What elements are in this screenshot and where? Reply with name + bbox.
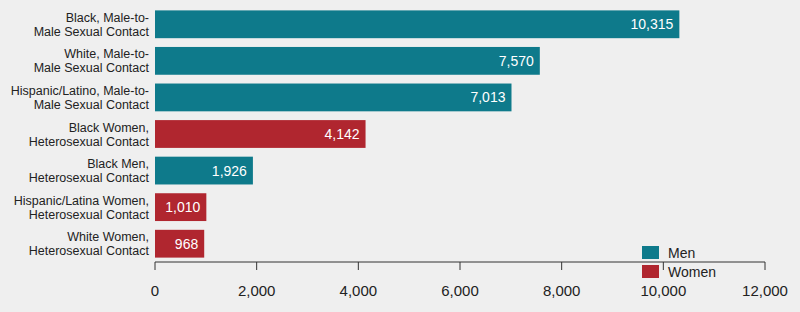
category-label-line: Black Women,: [69, 121, 149, 135]
x-tick: [561, 262, 562, 270]
legend-label: Women: [668, 264, 716, 280]
category-label: White Women,Heterosexual Contact: [29, 230, 150, 258]
bars: [155, 10, 679, 257]
data-labels: 10,315 7,570 7,013 1,926 4,142 1,010 968: [165, 16, 673, 251]
legend-swatch: [642, 265, 659, 278]
x-tick: [155, 262, 156, 270]
bar: [155, 47, 540, 75]
data-label: 7,013: [470, 89, 505, 105]
x-tick: [358, 262, 359, 270]
category-label-line: Male Sexual Contact: [34, 98, 150, 112]
data-label: 10,315: [631, 16, 674, 32]
data-label: 7,570: [499, 53, 534, 69]
category-label-line: Black, Male-to-: [66, 11, 149, 25]
category-label-line: Male Sexual Contact: [34, 61, 150, 75]
x-tick-label: 10,000: [640, 282, 686, 299]
category-label: Hispanic/Latino, Male-to-Male Sexual Con…: [11, 84, 150, 112]
category-label: White, Male-to-Male Sexual Contact: [34, 47, 150, 75]
category-label-line: Heterosexual Contact: [29, 135, 150, 149]
x-tick-label: 0: [151, 282, 159, 299]
x-tick-label: 6,000: [441, 282, 479, 299]
data-label: 1,010: [165, 199, 200, 215]
bar: [155, 84, 511, 112]
chart: 10,315 7,570 7,013 1,926 4,142 1,010 968 Black,…: [0, 0, 800, 312]
bar: [155, 230, 204, 258]
legend-swatch: [642, 246, 659, 259]
legend-label: Men: [668, 245, 695, 261]
category-label-line: Heterosexual Contact: [29, 208, 150, 222]
x-tick-label: 12,000: [742, 282, 788, 299]
legend: Men Women: [642, 245, 716, 280]
x-tick-label: 8,000: [543, 282, 581, 299]
x-tick: [765, 262, 766, 270]
category-label-line: Hispanic/Latina Women,: [14, 194, 149, 208]
x-tick: [460, 262, 461, 270]
x-tick-label: 4,000: [340, 282, 378, 299]
category-label-line: Heterosexual Contact: [29, 244, 150, 258]
category-label: Black Men,Heterosexual Contact: [29, 157, 150, 185]
x-tick: [256, 262, 257, 270]
category-label-line: White Women,: [67, 230, 149, 244]
category-label: Hispanic/Latina Women,Heterosexual Conta…: [14, 194, 150, 222]
data-label: 1,926: [212, 163, 247, 179]
bar: [155, 193, 206, 221]
category-label-line: White, Male-to-: [64, 47, 149, 61]
bar: [155, 157, 253, 185]
category-label-line: Heterosexual Contact: [29, 171, 150, 185]
category-label-line: Black Men,: [87, 157, 149, 171]
background: [0, 0, 800, 312]
data-label: 968: [175, 236, 199, 252]
category-label-line: Hispanic/Latino, Male-to-: [11, 84, 149, 98]
bar: [155, 10, 679, 38]
category-label: Black Women,Heterosexual Contact: [29, 121, 150, 149]
data-label: 4,142: [325, 126, 360, 142]
category-label-line: Male Sexual Contact: [34, 25, 150, 39]
x-tick-label: 2,000: [238, 282, 276, 299]
x-tick: [663, 262, 664, 270]
category-label: Black, Male-to-Male Sexual Contact: [34, 11, 150, 39]
bar: [155, 120, 366, 148]
